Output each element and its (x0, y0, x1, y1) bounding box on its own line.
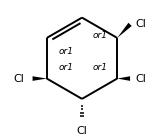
Polygon shape (117, 76, 130, 81)
Text: Cl: Cl (135, 74, 146, 83)
Polygon shape (117, 23, 132, 38)
Text: or1: or1 (93, 63, 108, 72)
Text: Cl: Cl (77, 126, 87, 136)
Text: Cl: Cl (13, 74, 24, 83)
Text: or1: or1 (93, 31, 108, 40)
Text: Cl: Cl (135, 19, 146, 29)
Text: or1: or1 (59, 47, 74, 56)
Polygon shape (33, 76, 47, 81)
Text: or1: or1 (59, 63, 74, 72)
